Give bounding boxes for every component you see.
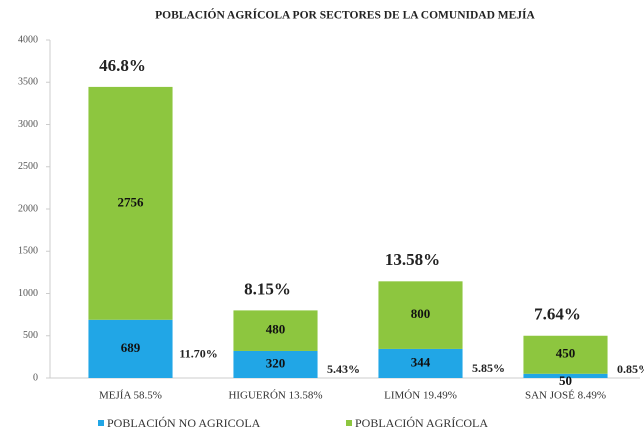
bar-segment — [88, 319, 173, 378]
x-tick-label: SAN JOSÉ 8.49% — [525, 390, 606, 402]
legend-label: POBLACIÓN AGRÍCOLA — [355, 416, 488, 430]
side-label: 0.85% — [617, 362, 644, 376]
side-label: 5.43% — [327, 362, 360, 376]
y-tick-label: 3500 — [18, 77, 38, 88]
x-tick-label: MEJÍA 58.5% — [99, 390, 162, 402]
y-tick-label: 500 — [23, 330, 38, 341]
data-label: 50 — [559, 373, 572, 388]
y-tick-label: 1000 — [18, 288, 38, 299]
legend-swatch — [98, 420, 104, 426]
data-label: 689 — [121, 340, 141, 355]
chart-title: POBLACIÓN AGRÍCOLA POR SECTORES DE LA CO… — [155, 8, 535, 22]
bar-segment — [233, 310, 318, 351]
top-label: 46.8% — [99, 56, 146, 75]
bar-segment — [523, 335, 608, 374]
data-label: 2756 — [118, 194, 145, 209]
bar-segment — [378, 348, 463, 378]
y-tick-label: 1500 — [18, 246, 38, 257]
y-tick-label: 3000 — [18, 119, 38, 130]
data-label: 480 — [266, 322, 286, 337]
top-label: 7.64% — [534, 305, 581, 324]
legend-swatch — [346, 420, 352, 426]
top-label: 13.58% — [385, 250, 440, 269]
y-tick-label: 4000 — [18, 34, 38, 45]
bar-segment — [233, 350, 318, 378]
bar-segment — [523, 373, 608, 378]
y-tick-label: 0 — [33, 372, 38, 383]
x-tick-label: LIMÓN 19.49% — [384, 390, 457, 402]
side-label: 11.70% — [179, 347, 217, 361]
side-label: 5.85% — [472, 361, 505, 375]
data-label: 344 — [411, 354, 431, 369]
y-tick-label: 2000 — [18, 203, 38, 214]
legend-label: POBLACIÓN NO AGRICOLA — [107, 416, 261, 430]
data-label: 320 — [266, 355, 286, 370]
y-tick-label: 2500 — [18, 161, 38, 172]
bar-segment — [88, 86, 173, 320]
x-tick-label: HIGUERÓN 13.58% — [228, 390, 322, 402]
data-label: 450 — [556, 346, 576, 361]
bar-segment — [378, 281, 463, 349]
data-label: 800 — [411, 306, 431, 321]
top-label: 8.15% — [244, 279, 291, 298]
